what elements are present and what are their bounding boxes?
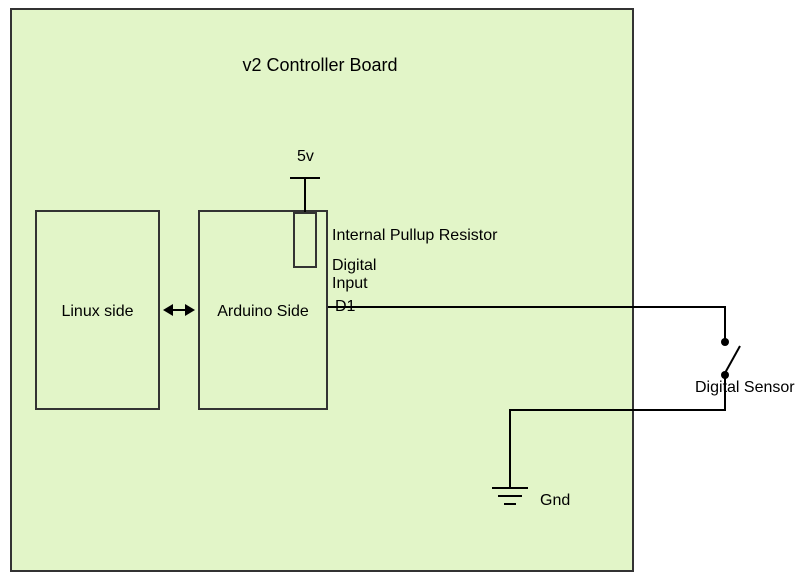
resistor-label: Internal Pullup Resistor [332,227,497,245]
arduino-label: Arduino Side [198,303,328,321]
pin-label: D1 [335,298,355,316]
sensor-label: Digital Sensor [695,379,795,397]
voltage-label: 5v [297,148,314,166]
linux-label: Linux side [35,303,160,321]
input-label: Input [332,275,368,293]
pullup-resistor [293,212,317,268]
ground-label: Gnd [540,492,570,510]
board-title: v2 Controller Board [10,55,630,76]
sensor-switch-icon [721,346,740,379]
digital-label: Digital [332,257,376,275]
